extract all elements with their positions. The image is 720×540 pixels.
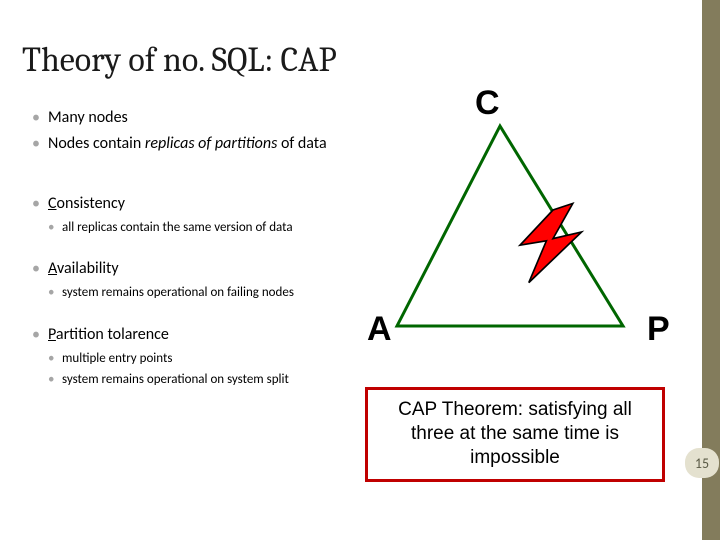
page-number: 15 xyxy=(685,448,719,478)
sub-bullet-item: system remains operational on failing no… xyxy=(32,285,332,301)
vertex-p-label: P xyxy=(647,310,670,349)
vertex-c-label: C xyxy=(475,84,500,123)
bullet-item: Consistency xyxy=(32,194,332,214)
slide-title: Theory of no. SQL: CAP xyxy=(22,40,337,80)
bullet-item: Partition tolarence xyxy=(32,325,332,345)
theorem-box: CAP Theorem: satisfying all three at the… xyxy=(365,387,665,482)
triangle-shape xyxy=(397,126,623,326)
bullet-item: Many nodes xyxy=(32,108,332,128)
sub-bullet-item: all replicas contain the same version of… xyxy=(32,220,332,236)
diagram-column: C A P CAP Theorem: satisfying all three … xyxy=(345,92,685,512)
bullet-item: Availability xyxy=(32,259,332,279)
bullet-column: Many nodes Nodes contain replicas of par… xyxy=(32,108,332,393)
sub-bullet-item: system remains operational on system spl… xyxy=(32,372,332,388)
bullet-item: Nodes contain replicas of partitions of … xyxy=(32,134,332,154)
slide: Theory of no. SQL: CAP Many nodes Nodes … xyxy=(0,0,720,540)
cap-triangle xyxy=(385,120,625,340)
sub-bullet-item: multiple entry points xyxy=(32,351,332,367)
theorem-text: CAP Theorem: satisfying all three at the… xyxy=(398,399,632,468)
page-number-value: 15 xyxy=(695,455,709,472)
triangle-svg xyxy=(385,120,645,350)
